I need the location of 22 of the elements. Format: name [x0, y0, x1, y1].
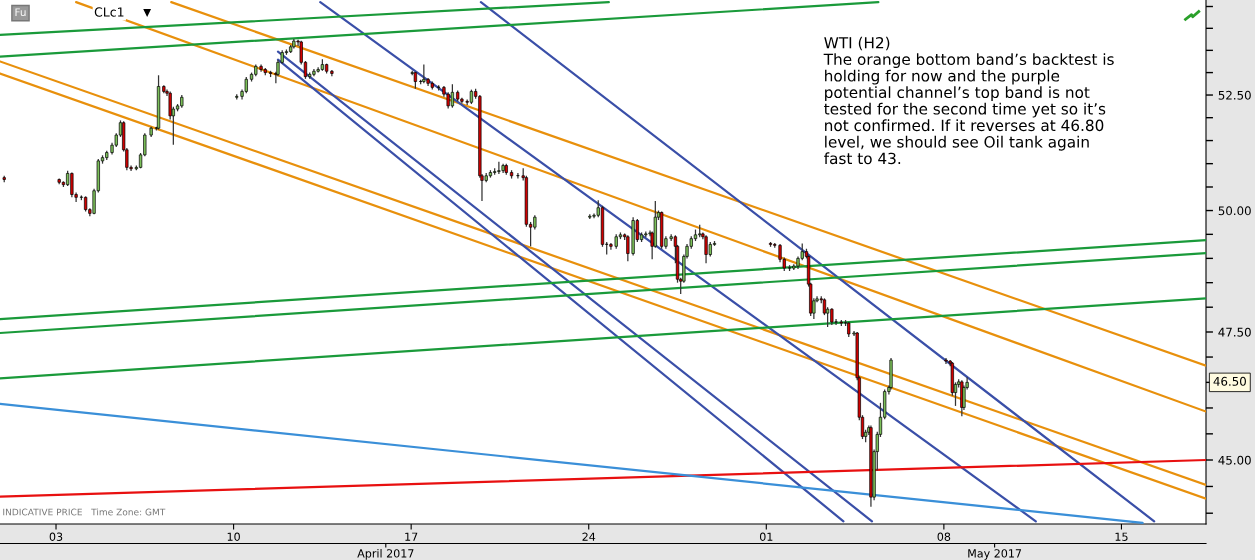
- annotation: Fu: [15, 8, 26, 17]
- x-tick-label: 15: [1115, 532, 1128, 541]
- candlestick: [70, 171, 74, 198]
- y-tick-label: 47.50: [1218, 327, 1251, 337]
- x2-tick-label: May 2017: [968, 549, 1022, 560]
- x-tick-label: 01: [759, 532, 773, 541]
- x-tick-label: 03: [49, 532, 63, 541]
- candlestick: [704, 234, 708, 264]
- candlestick: [497, 161, 501, 175]
- chart-title: CLc1: [94, 7, 124, 17]
- annotation: INDICATIVE PRICE Time Zone: GMT: [3, 508, 166, 516]
- y-tick-label: 45.00: [1218, 455, 1251, 465]
- x2-tick-label: April 2017: [357, 549, 414, 560]
- text: 46.50: [1213, 376, 1246, 386]
- x-tick-label: 10: [227, 532, 240, 541]
- x-tick-label: 17: [405, 532, 418, 541]
- candlestick: [450, 83, 454, 109]
- x-tick-label: 08: [937, 532, 951, 541]
- x-tick-label: 24: [582, 532, 596, 541]
- y-tick-label: 50.00: [1218, 206, 1251, 216]
- annotation: WTI (H2) The orange bottom band’s backtest is holding for now and the purple potential channel’s top band is not tested for the second time yet so it’s not confirmed. If it reverses at 46.80 level, we should see Oil tank again fast to 43.: [823, 36, 1114, 165]
- y-tick-label: 52.50: [1218, 90, 1251, 100]
